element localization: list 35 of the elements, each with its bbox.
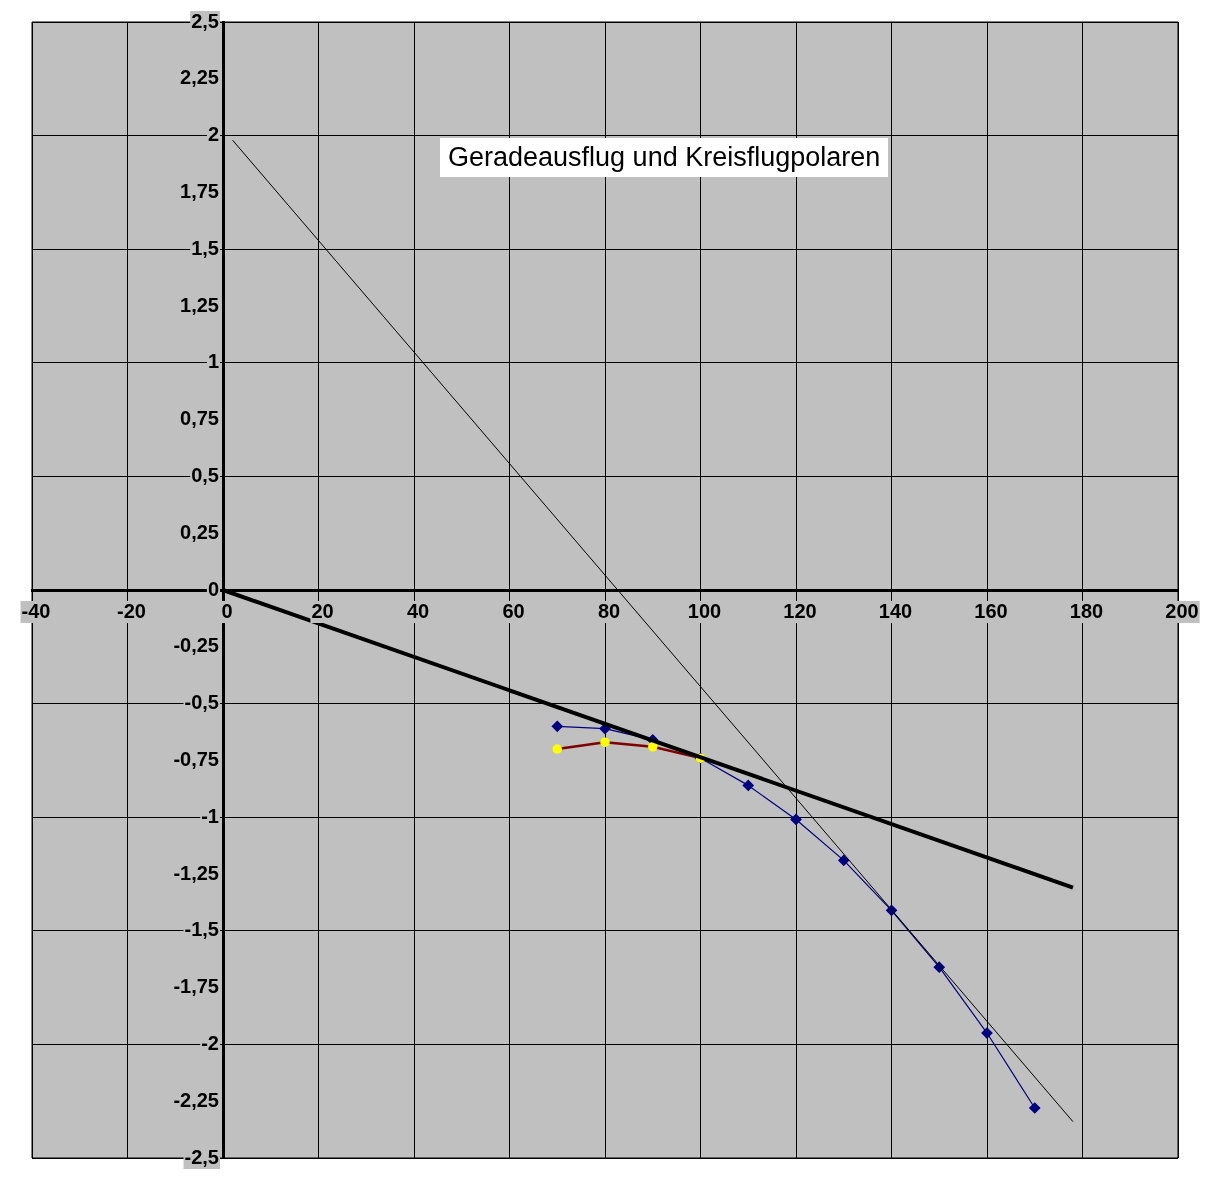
y-tick-label: -0,75 (173, 747, 219, 770)
x-tick-label: -20 (117, 599, 146, 622)
x-tick-label: 20 (311, 599, 334, 622)
y-tick-label: 1 (207, 350, 219, 373)
y-tick-label: 2 (207, 123, 219, 146)
x-tick-label: 200 (1165, 599, 1199, 622)
y-tick-label: -1,5 (184, 918, 219, 941)
y-tick-label: -1,75 (173, 975, 219, 998)
y-tick-label: 1,75 (180, 179, 219, 202)
y-tick-label: 1,25 (180, 293, 219, 316)
x-tick-label: 120 (783, 599, 817, 622)
x-tick-label: -40 (21, 599, 51, 622)
x-tick-label: 100 (687, 599, 722, 622)
x-tick-label: 40 (406, 599, 430, 622)
y-tick-label: -2 (201, 1031, 219, 1054)
x-tick-label: 80 (597, 599, 621, 622)
y-tick-label: 1,5 (191, 236, 219, 259)
y-tick-label: -1 (201, 804, 219, 827)
text: Geradeausflug und Kreisflugpolaren (440, 138, 889, 177)
x-tick-label: 160 (974, 599, 1008, 622)
x-tick-label: 0 (221, 599, 233, 622)
y-tick-label: -0,5 (184, 691, 219, 714)
y-tick-label: 0,25 (180, 520, 219, 543)
x-tick-label: 140 (878, 599, 913, 622)
y-tick-label: -2,5 (184, 1145, 219, 1168)
y-tick-label: 0,5 (191, 463, 219, 486)
y-tick-label: 2,5 (191, 9, 219, 32)
y-tick-label: 0,75 (180, 407, 219, 430)
y-tick-label: -1,25 (173, 861, 219, 884)
y-tick-label: -0,25 (173, 634, 219, 657)
y-tick-label: 2,25 (180, 66, 219, 89)
x-tick-label: 60 (502, 599, 525, 622)
y-tick-label: 0 (207, 577, 219, 600)
x-tick-label: 180 (1069, 599, 1104, 622)
y-tick-label: -2,25 (173, 1088, 219, 1111)
